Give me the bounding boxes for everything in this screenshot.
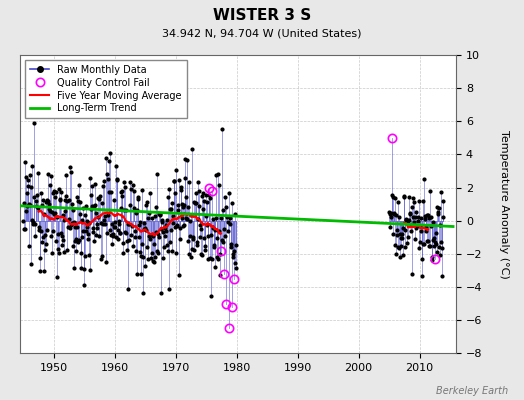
Y-axis label: Temperature Anomaly (°C): Temperature Anomaly (°C): [499, 130, 509, 278]
Text: 34.942 N, 94.704 W (United States): 34.942 N, 94.704 W (United States): [162, 28, 362, 38]
Text: WISTER 3 S: WISTER 3 S: [213, 8, 311, 23]
Text: Berkeley Earth: Berkeley Earth: [436, 386, 508, 396]
Legend: Raw Monthly Data, Quality Control Fail, Five Year Moving Average, Long-Term Tren: Raw Monthly Data, Quality Control Fail, …: [25, 60, 187, 118]
